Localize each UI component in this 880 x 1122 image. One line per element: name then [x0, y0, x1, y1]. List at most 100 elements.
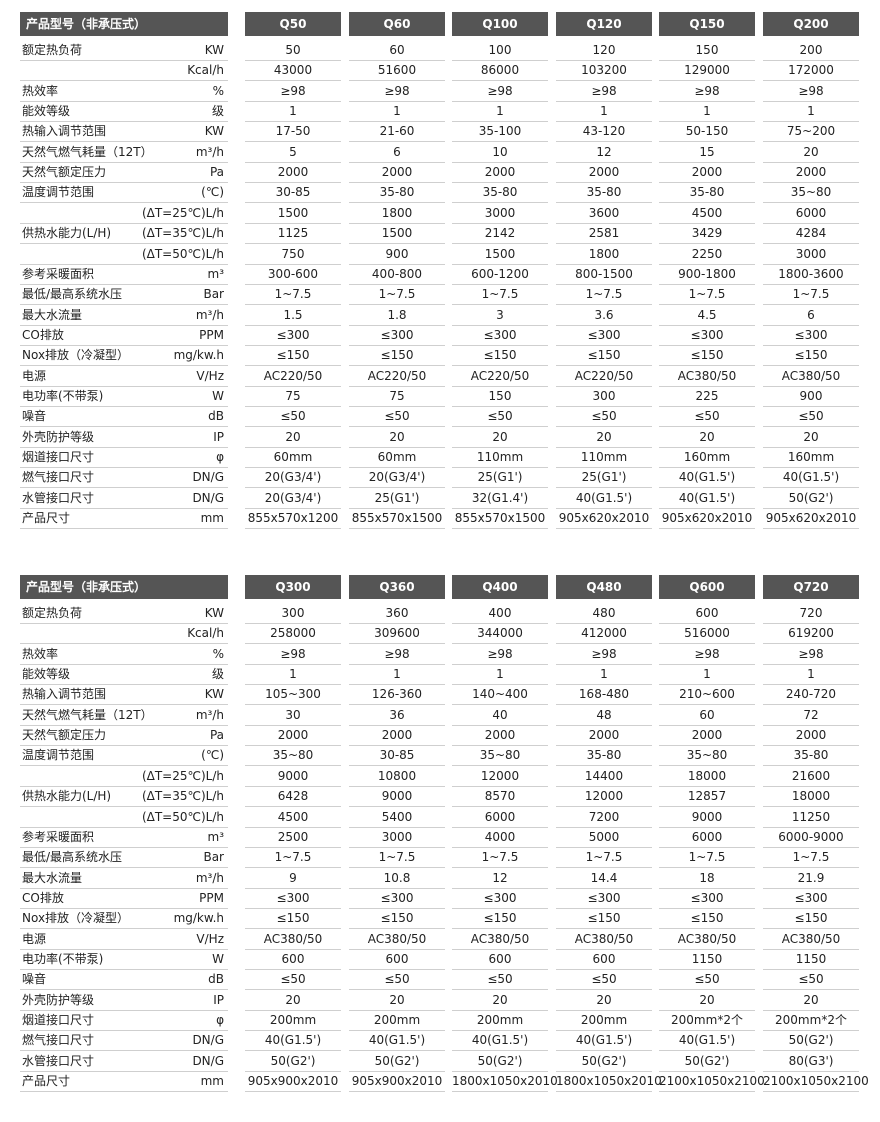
- row-unit: φ: [216, 450, 224, 464]
- cell: 6000: [763, 204, 859, 224]
- cell: 18: [659, 869, 755, 889]
- cell: 30: [245, 706, 341, 726]
- cell: 7200: [556, 808, 652, 828]
- cell: ≤150: [452, 909, 548, 930]
- cell: ≤300: [556, 326, 652, 346]
- cell: 2000: [349, 163, 445, 184]
- cell: 2000: [245, 726, 341, 747]
- cell: 10.8: [349, 869, 445, 889]
- cell: 1: [659, 665, 755, 686]
- cell: ≤50: [245, 407, 341, 428]
- cell: ≤300: [659, 326, 755, 346]
- row-label-cell: 额定热负荷 KW: [20, 604, 228, 624]
- cell: 35-80: [556, 746, 652, 767]
- row-label: 参考采暖面积: [22, 266, 95, 281]
- cell: 35-80: [349, 183, 445, 204]
- cell: 600-1200: [452, 265, 548, 285]
- cell: 1: [349, 102, 445, 123]
- row-label-cell: (ΔT=25℃)L/h: [20, 204, 228, 224]
- cell: 400: [452, 604, 548, 624]
- cell: 105~300: [245, 685, 341, 706]
- row-label-cell: 能效等级 级: [20, 102, 228, 123]
- model-header: Q150: [659, 12, 755, 36]
- row-unit: KW: [204, 43, 224, 57]
- row-label: 水管接口尺寸: [22, 1053, 95, 1068]
- cell: 3000: [763, 245, 859, 265]
- row-label-cell: 电源 V/Hz: [20, 930, 228, 950]
- cell: ≤50: [452, 407, 548, 428]
- cell: 9000: [245, 767, 341, 787]
- cell: 1~7.5: [245, 848, 341, 869]
- cell: ≥98: [452, 82, 548, 102]
- cell: 32(G1.4'): [452, 489, 548, 509]
- cell: 1800-3600: [763, 265, 859, 285]
- cell: 6: [349, 143, 445, 163]
- cell: 60: [659, 706, 755, 726]
- cell: 168-480: [556, 685, 652, 706]
- cell: 360: [349, 604, 445, 624]
- cell: AC380/50: [659, 930, 755, 950]
- row-label-cell: 热输入调节范围 KW: [20, 122, 228, 143]
- row-unit: φ: [216, 1013, 224, 1027]
- cell: AC380/50: [349, 930, 445, 950]
- row-label: 最大水流量: [22, 870, 83, 885]
- model-header: Q300: [245, 575, 341, 599]
- cell: 2250: [659, 245, 755, 265]
- cell: 25(G1'): [556, 468, 652, 489]
- cell: 50(G2'): [452, 1052, 548, 1072]
- cell: 72: [763, 706, 859, 726]
- cell: 20(G3/4'): [245, 468, 341, 489]
- cell: 905x900x2010: [245, 1072, 341, 1093]
- cell: ≤300: [659, 889, 755, 909]
- model-header: Q600: [659, 575, 755, 599]
- cell: 40(G1.5'): [763, 468, 859, 489]
- cell: 60mm: [349, 448, 445, 468]
- cell: 3429: [659, 224, 755, 245]
- cell: 1: [245, 102, 341, 123]
- cell: 344000: [452, 624, 548, 645]
- row-unit: mg/kw.h: [173, 911, 224, 926]
- row-unit: W: [212, 388, 224, 403]
- cell: ≤50: [245, 970, 341, 991]
- cell: 30-85: [245, 183, 341, 204]
- cell: AC380/50: [452, 930, 548, 950]
- cell: 40(G1.5'): [452, 1031, 548, 1052]
- cell: 120: [556, 41, 652, 61]
- row-label-cell: 电功率(不带泵) W: [20, 387, 228, 407]
- cell: 1125: [245, 224, 341, 245]
- cell: 4284: [763, 224, 859, 245]
- cell: 4500: [245, 808, 341, 828]
- cell: 50: [245, 41, 341, 61]
- cell: ≤150: [763, 909, 859, 930]
- row-label-cell: 天然气额定压力 Pa: [20, 726, 228, 747]
- cell: 855x570x1200: [245, 509, 341, 530]
- cell: 60mm: [245, 448, 341, 468]
- row-label: 电功率(不带泵): [22, 388, 104, 403]
- cell: 1: [659, 102, 755, 123]
- cell: ≥98: [556, 82, 652, 102]
- cell: ≤50: [659, 970, 755, 991]
- cell: 200mm*2个: [659, 1011, 755, 1031]
- cell: 240-720: [763, 685, 859, 706]
- cell: 40(G1.5'): [349, 1031, 445, 1052]
- cell: 21600: [763, 767, 859, 787]
- row-label: 烟道接口尺寸: [22, 450, 95, 464]
- cell: 905x900x2010: [349, 1072, 445, 1093]
- row-label: 噪音: [22, 972, 47, 987]
- cell: 12: [452, 869, 548, 889]
- cell: ≤150: [245, 909, 341, 930]
- cell: 18000: [763, 787, 859, 808]
- cell: ≥98: [556, 645, 652, 665]
- cell: 2100x1050x2100: [659, 1072, 765, 1093]
- cell: AC380/50: [556, 930, 652, 950]
- row-unit: (℃): [201, 185, 224, 200]
- cell: 20: [245, 428, 341, 448]
- cell: 1800x1050x2010: [556, 1072, 662, 1093]
- row-label-cell: 烟道接口尺寸 φ: [20, 1011, 228, 1031]
- row-unit: mg/kw.h: [173, 348, 224, 363]
- row-label: 燃气接口尺寸: [22, 470, 95, 485]
- row-unit: V/Hz: [196, 368, 224, 383]
- cell: 20: [659, 428, 755, 448]
- row-label: 最大水流量: [22, 307, 83, 322]
- cell: 2000: [659, 163, 755, 184]
